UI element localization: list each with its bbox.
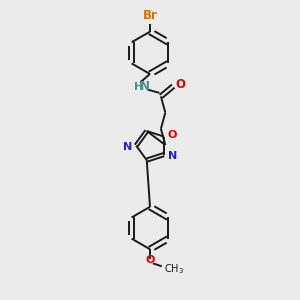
Text: N: N [123, 142, 132, 152]
Text: H: H [134, 82, 143, 92]
Text: N: N [168, 151, 177, 161]
Text: O: O [145, 255, 155, 266]
Text: N: N [140, 80, 150, 93]
Text: CH$_3$: CH$_3$ [164, 262, 184, 276]
Text: O: O [175, 78, 185, 92]
Text: O: O [168, 130, 177, 140]
Text: Br: Br [143, 9, 158, 22]
